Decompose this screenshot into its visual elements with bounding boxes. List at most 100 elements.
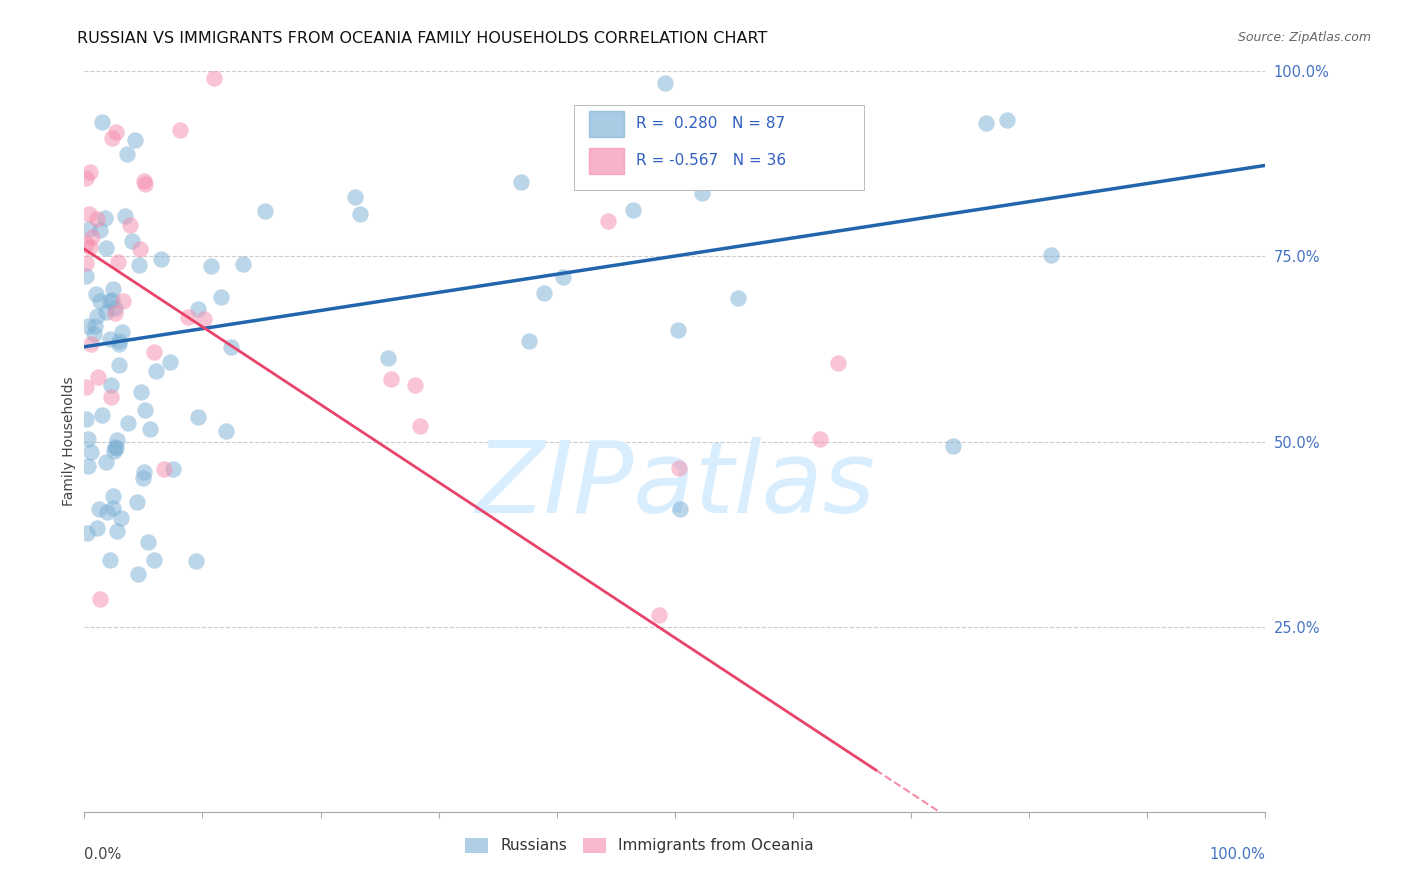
Point [79, 165, 101, 179]
Point [104, 125, 127, 139]
Point [96, 240, 118, 254]
Point [152, 462, 174, 476]
Point [666, 323, 689, 337]
Point [654, 76, 676, 90]
Text: ZIPatlas: ZIPatlas [475, 437, 875, 534]
Point [139, 422, 162, 436]
Point [551, 270, 574, 285]
Point [75, 256, 97, 270]
Point [134, 177, 156, 191]
Point [132, 471, 155, 485]
Point [648, 608, 671, 623]
Y-axis label: Family Households: Family Households [62, 376, 76, 507]
Point [200, 259, 222, 273]
Point [134, 402, 156, 417]
Point [159, 355, 181, 369]
Point [104, 306, 127, 320]
Point [75, 171, 97, 186]
Point [517, 334, 540, 348]
Point [117, 416, 139, 430]
Point [668, 461, 690, 475]
Point [129, 242, 152, 256]
Point [83, 326, 105, 341]
Point [215, 424, 238, 438]
Point [533, 285, 555, 300]
Point [90, 408, 112, 422]
Point [1039, 248, 1062, 262]
Point [77, 433, 100, 447]
Point [77, 222, 100, 236]
Point [942, 438, 965, 452]
Point [120, 219, 142, 233]
Text: 100.0%: 100.0% [1209, 847, 1265, 863]
Point [692, 186, 714, 200]
Point [409, 418, 432, 433]
Point [104, 440, 127, 454]
Point [169, 122, 191, 136]
Text: Source: ZipAtlas.com: Source: ZipAtlas.com [1237, 31, 1371, 45]
Point [187, 409, 209, 424]
Point [509, 176, 531, 190]
Point [110, 511, 132, 525]
Point [377, 351, 399, 365]
Point [808, 432, 831, 446]
Point [100, 391, 122, 405]
Point [232, 257, 254, 271]
Point [76, 526, 98, 541]
Point [98, 552, 121, 566]
Point [98, 332, 121, 346]
Point [108, 358, 131, 372]
Point [101, 500, 124, 515]
Point [125, 495, 148, 509]
Point [343, 190, 366, 204]
Point [75, 268, 97, 283]
Point [105, 524, 128, 539]
Point [134, 174, 156, 188]
Point [86, 211, 108, 226]
Text: R = -0.567   N = 36: R = -0.567 N = 36 [636, 153, 786, 168]
Point [221, 340, 243, 354]
FancyBboxPatch shape [575, 104, 863, 190]
Text: RUSSIAN VS IMMIGRANTS FROM OCEANIA FAMILY HOUSEHOLDS CORRELATION CHART: RUSSIAN VS IMMIGRANTS FROM OCEANIA FAMIL… [77, 31, 768, 46]
Point [103, 444, 125, 458]
Point [84, 319, 107, 334]
Point [89, 592, 111, 607]
Point [621, 202, 644, 217]
Point [94, 455, 117, 469]
Bar [589, 148, 624, 174]
Point [94, 211, 117, 225]
Point [111, 325, 134, 339]
Point [186, 554, 208, 568]
Point [75, 380, 97, 394]
Point [127, 566, 149, 581]
Point [76, 458, 98, 473]
Point [101, 131, 124, 145]
Point [91, 115, 114, 129]
Point [404, 378, 426, 392]
Point [96, 505, 118, 519]
Point [80, 230, 103, 244]
Point [114, 209, 136, 223]
Point [129, 385, 152, 400]
Point [77, 319, 100, 334]
Point [84, 286, 107, 301]
Point [136, 534, 159, 549]
Point [105, 433, 128, 447]
Point [96, 305, 118, 319]
Bar [589, 112, 624, 137]
Point [79, 240, 101, 254]
Point [974, 116, 997, 130]
Point [80, 444, 103, 458]
Point [727, 292, 749, 306]
Point [108, 334, 131, 348]
Point [253, 203, 276, 218]
Point [100, 293, 122, 307]
Point [79, 207, 101, 221]
Point [111, 294, 134, 309]
Point [89, 293, 111, 308]
Point [105, 441, 128, 455]
Point [121, 234, 143, 248]
Point [150, 252, 173, 267]
Point [209, 290, 232, 304]
Point [995, 113, 1018, 128]
